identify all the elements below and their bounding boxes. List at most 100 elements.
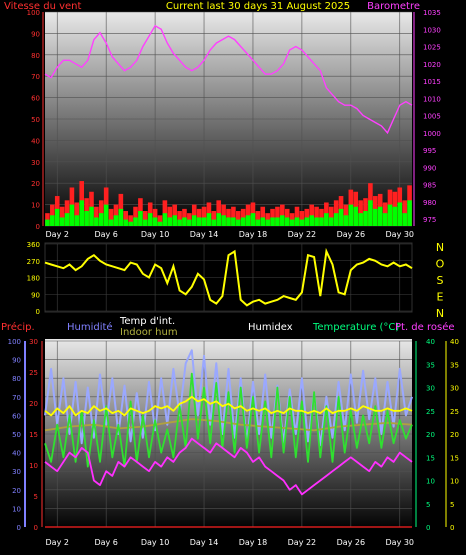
baro-tick-label: 995: [423, 147, 436, 155]
wind-speed-bar: [84, 211, 89, 226]
wind-speed-bar: [353, 206, 359, 226]
direction-tick-label: 360: [27, 241, 40, 249]
temperature-line: [44, 372, 413, 468]
wind-speed-bar: [152, 217, 158, 226]
temp-tick-label: 35: [426, 361, 435, 369]
temp-int-tick-label: 0: [450, 524, 454, 532]
wind-speed-bar: [231, 217, 236, 226]
x-tick-label: Day 26: [337, 230, 366, 239]
x-tick-label: Day 14: [190, 538, 219, 547]
wind-speed-bar: [358, 213, 363, 226]
wind-tick-label: 70: [31, 73, 40, 81]
baro-tick-label: 1005: [423, 113, 441, 121]
temp-tick-label: 20: [426, 431, 435, 439]
wind-speed-bar: [319, 217, 324, 226]
precip-tick-label: 15: [29, 431, 38, 439]
temp-int-tick-label: 35: [450, 361, 459, 369]
baro-tick-label: 1035: [423, 9, 441, 17]
baro-tick-label: 1025: [423, 44, 441, 52]
wind-speed-bar: [348, 204, 354, 226]
wind-gust-bar: [235, 211, 241, 226]
chart-title: Current last 30 days 31 August 2025: [166, 1, 350, 12]
humidity-tick-label: 60: [12, 412, 21, 420]
wind-speed-bar: [74, 215, 80, 226]
humidity-tick-label: 80: [12, 375, 21, 383]
wind-tick-label: 50: [31, 116, 40, 124]
wind-tick-label: 20: [31, 180, 40, 188]
wind-tick-label: 10: [31, 202, 40, 210]
x-tick-label: Day 6: [94, 538, 117, 547]
direction-axis-ticks: 0 90 180 270 360: [27, 241, 40, 316]
precip-tick-label: 20: [29, 400, 38, 408]
wind-gust-bar: [177, 211, 182, 226]
legend-temp-int: Temp d'int.: [119, 316, 175, 327]
wind-speed-bar: [133, 217, 138, 226]
baro-axis-ticks: 975 980 985 990 995 1000 1005 1010 1015 1020 1025 1…: [413, 9, 441, 226]
temp-tick-label: 0: [426, 524, 430, 532]
direction-tick-label: 0: [36, 308, 40, 316]
wind-speed-bar: [333, 213, 339, 226]
wind-speed-bar: [98, 213, 104, 226]
wind-speed-bar: [118, 208, 124, 226]
temp-int-tick-label: 10: [450, 478, 459, 486]
precip-tick-label: 25: [29, 369, 38, 377]
wind-speed-bar: [50, 215, 55, 226]
wind-gust-bar: [294, 206, 300, 226]
direction-tick-label: 180: [27, 275, 40, 283]
direction-tick-label: 270: [27, 258, 40, 266]
humidity-tick-label: 0: [17, 524, 21, 532]
x-tick-label: Day 10: [141, 538, 170, 547]
baro-tick-label: 1020: [423, 61, 441, 69]
temp-int-tick-label: 5: [450, 501, 454, 509]
wind-speed-bar: [162, 213, 168, 226]
temp-tick-label: 15: [426, 454, 435, 462]
wind-speed-bar: [280, 215, 285, 226]
wind-tick-label: 90: [31, 30, 40, 38]
wind-speed-bar: [240, 217, 246, 226]
x-axis-labels-top: Day 2 Day 6 Day 10 Day 14 Day 18 Day 22 Day 26…: [46, 230, 415, 239]
wind-speed-bar: [187, 219, 192, 226]
temp-tick-label: 5: [426, 501, 430, 509]
wind-speed-bar: [373, 208, 378, 226]
baro-tick-label: 990: [423, 164, 436, 172]
wind-tick-label: 40: [31, 137, 40, 145]
wind-speed-bar: [260, 217, 266, 226]
wind-speed-bar: [64, 213, 70, 226]
wind-tick-label: 30: [31, 159, 40, 167]
wind-gust-bar: [123, 211, 129, 226]
x-tick-label: Day 26: [337, 538, 366, 547]
wind-tick-label: 0: [36, 223, 40, 231]
legend-humidex: Humidex: [248, 322, 293, 333]
wind-gust-bar: [94, 206, 99, 226]
precip-tick-label: 5: [34, 493, 38, 501]
wind-speed-bar: [343, 215, 349, 226]
wind-speed-bar: [250, 213, 256, 226]
wind-speed-bar: [157, 221, 163, 226]
temp-tick-label: 10: [426, 478, 435, 486]
temp-panel-background: [45, 339, 412, 530]
wind-speed-bar: [397, 202, 403, 226]
temp-int-tick-label: 15: [450, 454, 459, 462]
wind-speed-bar: [284, 217, 290, 226]
wind-speed-bar: [304, 217, 310, 226]
wind-speed-bar: [377, 206, 383, 226]
precip-tick-label: 0: [34, 524, 38, 532]
wind-speed-bar: [245, 215, 251, 226]
x-tick-label: Day 6: [94, 230, 117, 239]
humidity-tick-label: 50: [12, 431, 21, 439]
wind-speed-bar: [54, 208, 60, 226]
legend-indoor-hum: Indoor hum: [120, 327, 178, 338]
humidity-tick-label: 40: [12, 450, 21, 458]
wind-gust-bar: [314, 206, 319, 226]
compass-label: O: [436, 258, 445, 271]
wind-speed-bar: [79, 200, 84, 226]
wind-speed-bar: [407, 200, 412, 226]
wind-speed-bar: [201, 217, 207, 226]
x-tick-label: Day 18: [239, 230, 268, 239]
wind-speed-bar: [177, 219, 182, 226]
x-tick-label: Day 22: [288, 230, 317, 239]
x-tick-label: Day 10: [141, 230, 170, 239]
wind-speed-bar: [196, 217, 202, 226]
wind-speed-bar: [221, 215, 226, 226]
